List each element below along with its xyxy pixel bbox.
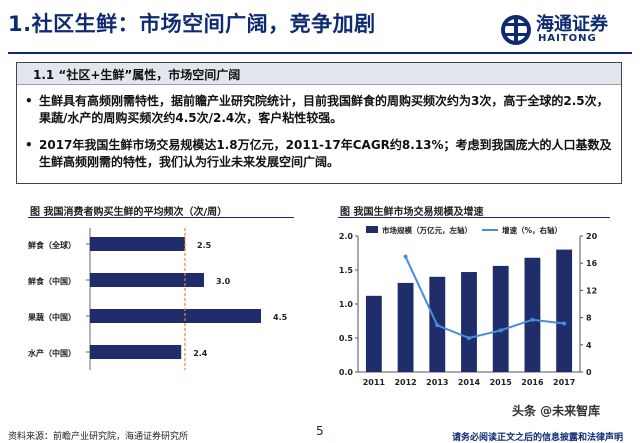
growth-rate-point xyxy=(403,254,408,259)
category-label: 鲜食（中国） xyxy=(28,276,76,286)
chart-title-rule xyxy=(338,217,610,218)
growth-rate-point xyxy=(435,323,440,328)
right-tick-label: 16 xyxy=(586,259,598,268)
bullet-icon: • xyxy=(25,94,33,108)
left-tick-label: 1.0 xyxy=(339,300,354,309)
left-tick-label: 0.0 xyxy=(339,368,354,377)
disclaimer: 请务必阅读正文之后的信息披露和法律声明 xyxy=(452,433,624,443)
left-tick-label: 2.0 xyxy=(339,232,354,241)
market-size-bar xyxy=(365,295,382,372)
x-tick-label: 2014 xyxy=(458,378,481,387)
x-tick-label: 2016 xyxy=(521,378,544,387)
right-tick-label: 4 xyxy=(586,341,592,350)
bullet-text: 2017年我国生鲜市场交易规模达1.8万亿元，2011-17年CAGR约8.13… xyxy=(39,138,612,169)
market-size-bar xyxy=(524,257,541,372)
chart-title-rule xyxy=(28,217,294,218)
watermark: 头条 @未来智库 xyxy=(512,404,601,418)
data-label: 2.4 xyxy=(193,349,208,358)
header-divider xyxy=(8,52,632,54)
growth-rate-point xyxy=(498,328,503,333)
haitong-logo-icon xyxy=(501,15,531,45)
logo-text: 海通证券 xyxy=(536,14,608,35)
x-tick-label: 2012 xyxy=(394,378,416,387)
summary-box: 1.1 “社区+生鲜”属性，市场空间广阔 • 生鲜具有高频刚需特性，据前瞻产业研… xyxy=(16,62,622,184)
left-tick-label: 0.5 xyxy=(339,334,354,343)
right-tick-label: 8 xyxy=(586,314,592,323)
frequency-bar xyxy=(90,309,261,323)
legend-swatch-bar xyxy=(366,226,378,233)
page-number: 5 xyxy=(316,424,324,438)
logo-subtext: HAITONG xyxy=(538,33,597,44)
page-title: 1.社区生鲜：市场空间广阔，竞争加剧 xyxy=(8,12,376,36)
category-label: 鲜食（全球） xyxy=(28,240,76,250)
chart-title-frequency: 图 我国消费者购买生鲜的平均频次（次/周） xyxy=(30,207,228,218)
data-label: 2.5 xyxy=(197,241,212,250)
x-tick-label: 2013 xyxy=(426,378,448,387)
frequency-bar xyxy=(90,237,185,251)
legend-label: 市场规模（万亿元，左轴） xyxy=(382,225,472,235)
section-heading: 1.1 “社区+生鲜”属性，市场空间广阔 xyxy=(33,68,241,82)
frequency-bar xyxy=(90,345,182,359)
right-tick-label: 20 xyxy=(586,232,598,241)
x-tick-label: 2011 xyxy=(363,378,386,387)
growth-rate-line xyxy=(404,256,565,340)
market-size-bar xyxy=(461,272,477,372)
growth-rate-point xyxy=(530,317,535,322)
summary-box-header: 1.1 “社区+生鲜”属性，市场空间广阔 xyxy=(17,63,621,85)
right-tick-label: 12 xyxy=(586,286,597,295)
legend-label: 增速（%，右轴） xyxy=(502,225,562,235)
right-tick-label: 0 xyxy=(586,368,592,377)
bullet-icon: • xyxy=(25,138,33,152)
chart-title-market: 图 我国生鲜市场交易规模及增速 xyxy=(340,207,484,218)
left-tick-label: 1.5 xyxy=(339,266,354,275)
bullet-text: 生鲜具有高频刚需特性，据前瞻产业研究院统计，目前我国鲜食的周购买频次约为3次，高… xyxy=(39,94,609,125)
category-label: 水产（中国） xyxy=(27,348,76,358)
growth-rate-point xyxy=(562,321,567,326)
market-size-bar xyxy=(492,265,509,372)
data-label: 3.0 xyxy=(216,277,231,286)
source-note: 资料来源：前瞻产业研究院，海通证券研究所 xyxy=(8,432,189,442)
x-tick-label: 2017 xyxy=(553,378,575,387)
growth-rate-point xyxy=(467,336,471,340)
market-size-bar xyxy=(556,249,573,372)
market-size-bar xyxy=(397,282,414,372)
category-label: 果蔬（中国） xyxy=(27,312,76,322)
data-label: 4.5 xyxy=(273,313,288,322)
market-size-chart: 0.0 0.5 1.0 1.5 2.0 0 4 8 12 16 20 2011 2012 2013 2014… xyxy=(339,225,598,387)
frequency-bar-chart: 鲜食（全球） 2.5 鲜食（中国） 3.0 果蔬（中国） 4.5 水产（中国） 2.4 xyxy=(27,228,288,370)
frequency-bar xyxy=(90,273,204,287)
x-tick-label: 2015 xyxy=(490,378,513,387)
